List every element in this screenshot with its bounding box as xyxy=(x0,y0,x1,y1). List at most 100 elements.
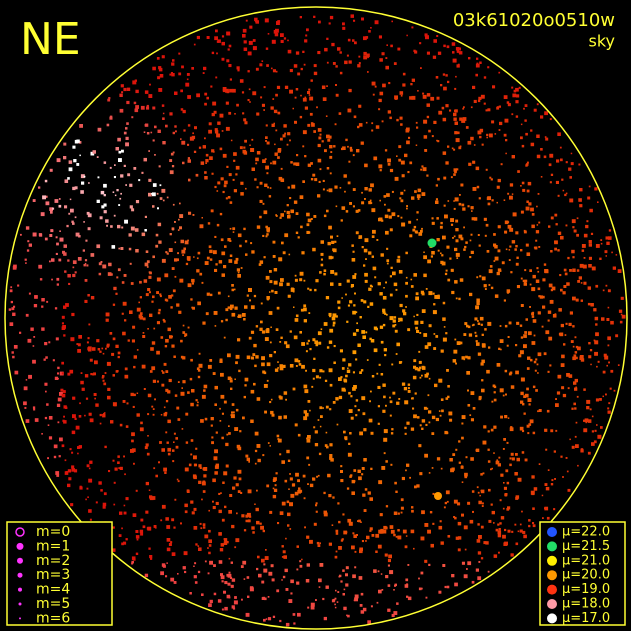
star xyxy=(49,260,51,263)
star xyxy=(422,167,427,172)
star xyxy=(450,176,453,179)
star xyxy=(433,303,436,306)
star xyxy=(528,524,531,528)
star xyxy=(487,196,491,200)
star xyxy=(422,94,427,99)
star xyxy=(194,463,197,466)
star xyxy=(192,474,197,478)
star xyxy=(437,51,442,55)
star xyxy=(329,454,333,458)
star xyxy=(203,467,207,471)
star xyxy=(72,273,76,278)
star xyxy=(30,327,34,331)
star xyxy=(171,518,175,522)
star xyxy=(10,300,13,304)
star xyxy=(302,145,305,148)
star xyxy=(438,410,441,412)
star xyxy=(236,268,240,272)
star xyxy=(121,527,123,530)
star xyxy=(228,571,231,574)
star xyxy=(396,118,399,122)
star xyxy=(458,461,461,464)
star xyxy=(277,438,280,440)
star xyxy=(27,338,32,343)
star xyxy=(152,413,155,416)
star xyxy=(294,358,299,363)
star xyxy=(74,417,77,420)
star xyxy=(157,222,162,227)
star xyxy=(377,544,382,549)
star xyxy=(214,36,218,41)
star xyxy=(464,245,467,249)
star xyxy=(276,85,281,89)
star xyxy=(479,316,484,321)
star xyxy=(440,84,443,87)
star xyxy=(107,98,111,102)
star xyxy=(114,164,116,166)
star xyxy=(84,279,88,282)
star xyxy=(431,467,434,469)
star xyxy=(142,332,145,334)
star xyxy=(225,464,229,468)
star xyxy=(108,262,112,267)
star xyxy=(239,79,244,83)
star xyxy=(432,292,435,295)
star xyxy=(393,611,398,615)
star xyxy=(88,509,92,513)
star xyxy=(454,338,457,341)
star xyxy=(523,534,527,539)
star xyxy=(477,576,482,581)
star xyxy=(379,529,384,534)
star xyxy=(521,510,523,513)
star xyxy=(503,486,507,490)
legend-label: m=1 xyxy=(36,538,70,554)
star xyxy=(424,523,429,527)
star xyxy=(310,540,312,543)
star xyxy=(319,271,322,274)
star xyxy=(352,371,355,374)
star xyxy=(209,156,213,160)
star xyxy=(75,232,80,237)
star xyxy=(265,549,267,551)
star xyxy=(316,106,318,109)
star xyxy=(174,91,178,95)
star xyxy=(105,318,109,322)
star xyxy=(482,472,485,475)
star xyxy=(287,524,290,527)
star xyxy=(184,503,188,508)
star xyxy=(360,369,364,372)
star xyxy=(329,172,332,175)
star xyxy=(132,513,137,517)
star xyxy=(121,91,124,94)
star xyxy=(273,280,278,285)
star xyxy=(147,328,149,330)
star xyxy=(182,566,186,570)
star xyxy=(281,460,285,464)
star xyxy=(500,473,504,477)
star xyxy=(216,465,219,469)
star xyxy=(373,348,378,353)
star xyxy=(177,229,180,231)
star xyxy=(253,382,256,386)
star xyxy=(536,363,539,366)
star xyxy=(491,199,494,202)
star xyxy=(136,413,140,417)
star xyxy=(560,158,563,162)
star xyxy=(578,163,581,166)
star xyxy=(579,263,584,268)
star xyxy=(362,493,366,497)
star xyxy=(384,149,388,152)
star xyxy=(285,398,287,401)
star xyxy=(162,141,166,145)
star xyxy=(202,523,206,526)
star xyxy=(532,431,536,435)
star xyxy=(243,40,247,44)
frame-id: 03k61020o0510w xyxy=(453,10,615,31)
star xyxy=(313,215,317,218)
star xyxy=(552,314,557,318)
star xyxy=(73,159,77,163)
star xyxy=(300,308,304,312)
star xyxy=(329,408,332,411)
star xyxy=(224,581,228,585)
star xyxy=(12,355,15,359)
